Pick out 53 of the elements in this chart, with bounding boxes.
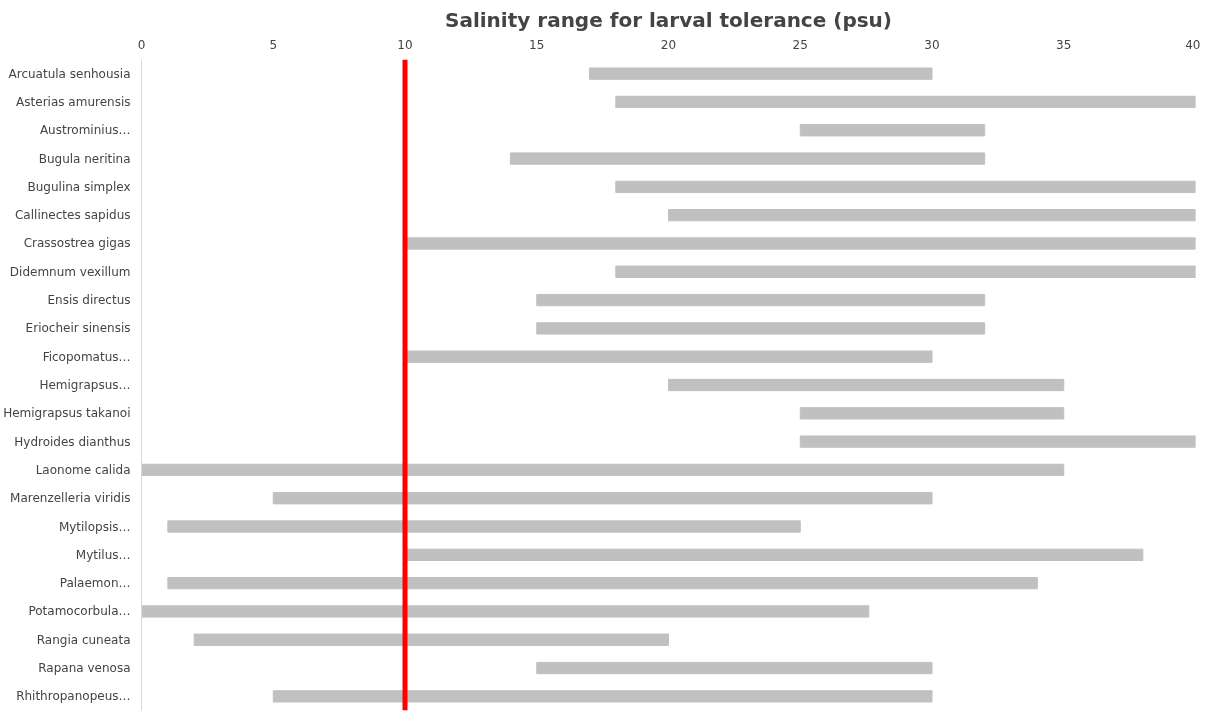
x-tick-label: 35 xyxy=(1056,37,1072,52)
y-tick-label: Asterias amurensis xyxy=(16,94,131,109)
y-tick-label: Hydroides dianthus xyxy=(14,434,131,449)
bar xyxy=(167,520,801,533)
y-tick-label: Hemigrapsus takanoi xyxy=(3,406,131,421)
x-tick-label: 0 xyxy=(137,37,146,52)
bar xyxy=(615,265,1196,278)
bar xyxy=(668,378,1065,392)
bar xyxy=(799,124,986,137)
bar xyxy=(588,67,933,80)
y-tick-label: Rhithropanopeus… xyxy=(16,689,131,704)
y-tick-label: Laonome calida xyxy=(35,462,131,477)
bar xyxy=(615,180,1196,194)
y-tick-label: Rapana venosa xyxy=(38,661,131,676)
bar xyxy=(141,605,870,618)
y-tick-label: Ensis directus xyxy=(47,293,131,308)
y-tick-label: Potamocorbula… xyxy=(28,604,131,619)
y-tick-label: Rangia cuneata xyxy=(36,632,131,647)
bar xyxy=(272,492,933,505)
bar xyxy=(615,95,1196,109)
y-tick-label: Didemnum vexillum xyxy=(9,264,131,279)
y-tick-label: Eriocheir sinensis xyxy=(25,321,131,336)
y-tick-label: Mytilopsis… xyxy=(58,519,131,534)
x-tick-label: 5 xyxy=(269,37,278,52)
y-tick-label: Arcuatula senhousia xyxy=(8,66,131,81)
bar xyxy=(799,407,1065,420)
y-tick-label: Crassostrea gigas xyxy=(23,236,131,251)
bar xyxy=(536,661,933,675)
y-tick-label: Ficopomatus… xyxy=(42,349,131,364)
y-tick-label: Marenzelleria viridis xyxy=(10,491,131,506)
y-tick-label: Bugula neritina xyxy=(38,151,131,166)
bar xyxy=(509,152,986,165)
x-tick-label: 15 xyxy=(529,37,545,52)
bar xyxy=(167,576,1038,590)
bar xyxy=(536,293,986,307)
bar xyxy=(272,690,933,703)
x-tick-label: 30 xyxy=(924,37,940,52)
y-tick-label: Palaemon… xyxy=(59,576,131,591)
x-tick-label: 25 xyxy=(792,37,808,52)
y-tick-label: Callinectes sapidus xyxy=(14,208,131,223)
bar xyxy=(799,435,1196,448)
y-tick-label: Bugulina simplex xyxy=(27,179,131,194)
x-tick-label: 40 xyxy=(1185,37,1201,52)
bar xyxy=(536,322,986,335)
x-tick-label: 10 xyxy=(397,37,413,52)
bar xyxy=(141,463,1065,477)
bar xyxy=(668,209,1196,222)
y-tick-label: Hemigrapsus… xyxy=(39,378,131,392)
bar xyxy=(193,633,669,646)
y-tick-label: Austrominius… xyxy=(39,123,131,138)
chart-title: Salinity range for larval tolerance (psu) xyxy=(445,7,892,32)
y-tick-label: Mytilus… xyxy=(75,547,131,562)
x-tick-label: 20 xyxy=(660,37,677,52)
